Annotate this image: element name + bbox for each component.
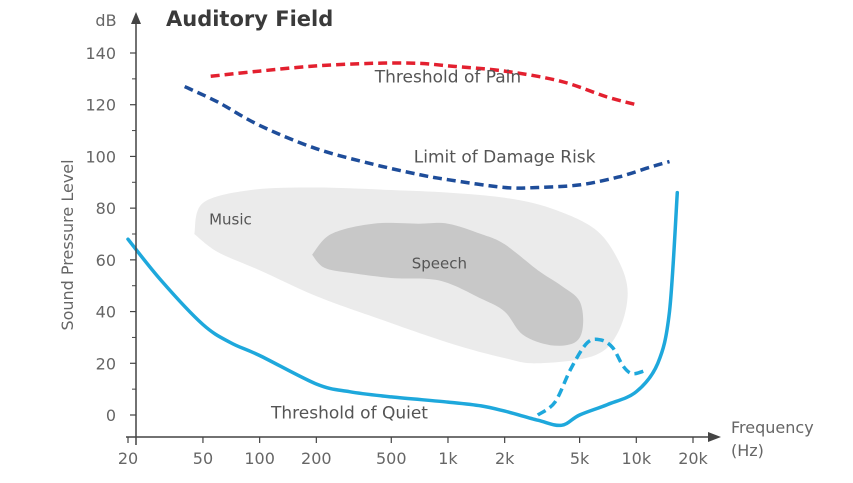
- x-tick-label: 5k: [570, 449, 590, 468]
- regions-layer: [194, 187, 628, 364]
- y-tick-label: 0: [106, 406, 116, 425]
- speech-label: Speech: [412, 254, 467, 272]
- y-tick-label: 20: [96, 354, 116, 373]
- x-ticks: 20 50 100 200 500 1k 2k 5k 10k 20k: [118, 437, 709, 468]
- limit-of-damage-risk-series-line: [183, 85, 670, 190]
- music-label: Music: [209, 210, 252, 228]
- x-tick-label: 100: [244, 449, 275, 468]
- x-tick-label: 20k: [678, 449, 708, 468]
- x-tick-label: 500: [376, 449, 407, 468]
- x-axis-label: Frequency: [731, 418, 814, 437]
- x-tick-label: 50: [193, 449, 213, 468]
- threshold-of-quiet-label: Threshold of Quiet: [270, 403, 428, 423]
- x-tick-label: 200: [301, 449, 332, 468]
- y-tick-label: 60: [96, 251, 116, 270]
- x-tick-label: 20: [118, 449, 138, 468]
- y-ticks: 0 20 40 60 80 100 120 140: [85, 44, 136, 425]
- y-axis-arrow: [131, 12, 141, 24]
- speech-region: [312, 222, 584, 346]
- chart-title: Auditory Field: [166, 7, 333, 31]
- y-axis-label: Sound Pressure Level: [58, 159, 77, 330]
- y-tick-label: 120: [85, 96, 116, 115]
- y-tick-label: 140: [85, 44, 116, 63]
- x-axis-arrow: [708, 432, 721, 442]
- y-tick-label: 100: [85, 147, 116, 166]
- y-unit-label: dB: [95, 11, 116, 30]
- x-tick-label: 2k: [495, 449, 515, 468]
- x-tick-label: 10k: [621, 449, 651, 468]
- threshold-of-quiet-series-line: [126, 190, 680, 428]
- threshold-of-pain-label: Threshold of Pain: [374, 67, 521, 87]
- series-layer: [126, 61, 680, 428]
- y-tick-label: 40: [96, 303, 116, 322]
- dashed-threshold-variant-series-line: [536, 337, 645, 417]
- limit-of-damage-risk-label: Limit of Damage Risk: [414, 147, 596, 167]
- x-axis-unit-label: (Hz): [731, 441, 764, 460]
- x-tick-label: 1k: [438, 449, 458, 468]
- threshold-of-pain-series-line: [210, 61, 637, 107]
- annotations-layer: Threshold of Pain Limit of Damage Risk Thr…: [209, 67, 596, 423]
- y-tick-label: 80: [96, 199, 116, 218]
